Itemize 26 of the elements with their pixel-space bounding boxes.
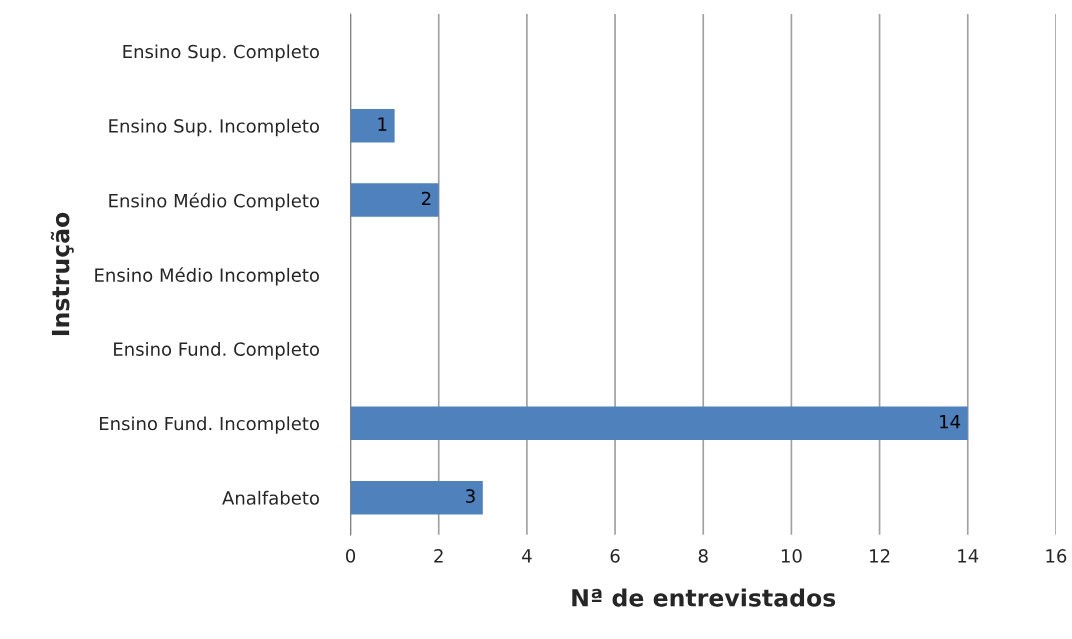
y-tick-label: Ensino Médio Completo bbox=[109, 192, 319, 212]
x-tick-label: 10 bbox=[781, 549, 802, 563]
y-tick-label: Ensino Fund. Incompleto bbox=[100, 416, 319, 434]
x-tick-label: 12 bbox=[870, 549, 890, 563]
y-axis-title: Instrução bbox=[50, 212, 74, 336]
bar bbox=[350, 108, 395, 143]
bar bbox=[350, 480, 483, 515]
x-tick-label: 14 bbox=[958, 549, 979, 563]
y-tick-label: Ensino Médio Incompleto bbox=[95, 267, 319, 286]
data-label: 14 bbox=[940, 415, 961, 429]
bar bbox=[350, 183, 439, 217]
x-tick-label: 4 bbox=[522, 549, 532, 563]
y-tick-label: Ensino Sup. Completo bbox=[123, 44, 319, 62]
y-tick-label: Ensino Sup. Incompleto bbox=[109, 118, 319, 137]
x-tick-label: 8 bbox=[698, 549, 708, 563]
data-label: 2 bbox=[421, 191, 431, 206]
x-tick-label: 2 bbox=[434, 549, 443, 563]
y-tick-label: Ensino Fund. Completo bbox=[114, 341, 319, 360]
x-tick-label: 0 bbox=[345, 549, 356, 563]
y-tick-label: Analfabeto bbox=[222, 490, 319, 505]
data-label: 3 bbox=[466, 489, 475, 503]
x-axis-title: Nª de entrevistados bbox=[572, 588, 836, 607]
bar bbox=[350, 406, 968, 440]
x-tick-label: 6 bbox=[610, 549, 620, 563]
data-label: 1 bbox=[378, 117, 387, 131]
x-tick-label: 16 bbox=[1046, 549, 1067, 563]
